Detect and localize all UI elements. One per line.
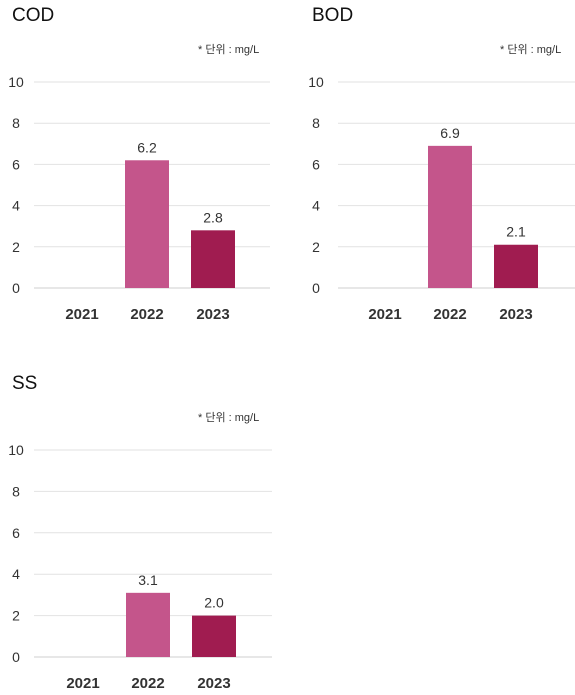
chart-title: BOD [312, 5, 354, 26]
chart-panel-ss: SS * 단위 : mg/L 0 2 4 6 8 10 2021 3.1 2022 2.0 2023 [0, 368, 290, 695]
data-label-2023: 2.8 [203, 209, 223, 225]
data-label-2022: 6.2 [137, 139, 157, 155]
data-label-2022: 3.1 [138, 572, 158, 588]
unit-note: * 단위 : mg/L [198, 44, 260, 56]
bar-2022 [125, 160, 169, 288]
chart-plot: 0 2 4 6 8 10 2021 3.1 2022 2.0 2023 [8, 442, 272, 692]
y-tick-label: 6 [12, 156, 20, 172]
chart-panel-bod: BOD * 단위 : mg/L 0 2 4 6 8 10 2021 6.9 2022 2.1 202… [300, 0, 575, 345]
x-tick-label: 2021 [65, 306, 98, 323]
y-tick-label: 0 [12, 280, 20, 296]
data-label-2022: 6.9 [440, 125, 460, 141]
bar-2023 [494, 244, 538, 288]
x-tick-label: 2021 [66, 675, 99, 692]
x-tick-label: 2023 [196, 306, 229, 323]
x-tick-label: 2021 [368, 306, 401, 323]
y-tick-label: 6 [12, 525, 20, 541]
y-tick-label: 4 [12, 566, 20, 582]
y-tick-label: 4 [312, 198, 320, 214]
x-tick-label: 2023 [499, 306, 532, 323]
unit-note: * 단위 : mg/L [500, 44, 562, 56]
bar-2022 [428, 145, 472, 288]
y-tick-label: 0 [312, 280, 320, 296]
chart-plot: 0 2 4 6 8 10 2021 6.9 2022 2.1 2023 [308, 74, 575, 323]
chart-panel-cod: COD * 단위 : mg/L 0 2 4 6 8 10 2021 6.2 2022 2.8 202… [0, 0, 290, 345]
bar-2023 [192, 615, 236, 657]
x-tick-label: 2022 [130, 306, 163, 323]
y-tick-label: 4 [12, 198, 20, 214]
y-tick-label: 2 [12, 239, 20, 255]
y-tick-label: 6 [312, 156, 320, 172]
y-tick-label: 2 [12, 608, 20, 624]
y-tick-label: 0 [12, 649, 20, 665]
y-tick-label: 10 [308, 74, 324, 90]
chart-title: SS [12, 373, 38, 394]
y-tick-label: 8 [312, 115, 320, 131]
y-tick-label: 10 [8, 74, 24, 90]
x-tick-label: 2023 [197, 675, 230, 692]
y-tick-label: 10 [8, 442, 24, 458]
x-tick-label: 2022 [131, 675, 164, 692]
bar-2023 [191, 230, 235, 288]
unit-note: * 단위 : mg/L [198, 412, 260, 424]
chart-plot: 0 2 4 6 8 10 2021 6.2 2022 2.8 2023 [8, 74, 270, 323]
y-tick-label: 2 [312, 239, 320, 255]
bar-2022 [126, 592, 170, 657]
data-label-2023: 2.0 [204, 595, 224, 611]
chart-title: COD [12, 5, 55, 26]
y-tick-label: 8 [12, 483, 20, 499]
x-tick-label: 2022 [433, 306, 466, 323]
data-label-2023: 2.1 [506, 224, 526, 240]
y-tick-label: 8 [12, 115, 20, 131]
